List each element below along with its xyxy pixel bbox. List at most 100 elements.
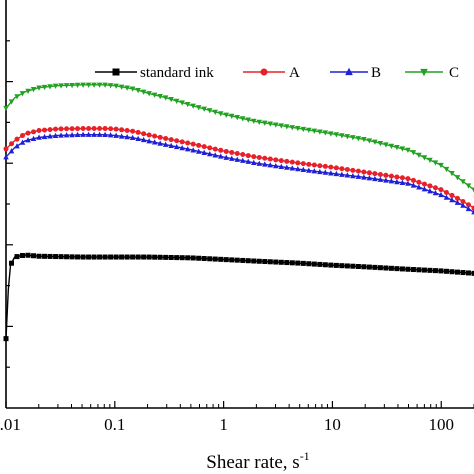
series-3 [3, 82, 474, 193]
data-point [91, 254, 97, 260]
data-point [339, 263, 345, 269]
data-point [201, 144, 207, 150]
data-point [295, 160, 301, 166]
legend-label: B [371, 65, 381, 81]
data-point [3, 146, 9, 152]
data-point [311, 162, 317, 168]
data-point [328, 262, 334, 268]
data-point [273, 162, 279, 169]
data-point [355, 263, 361, 269]
data-point [465, 270, 471, 276]
data-point [416, 267, 422, 273]
data-point [361, 174, 367, 180]
data-point [130, 254, 136, 260]
data-point [135, 129, 141, 135]
data-point [471, 187, 474, 193]
data-point [206, 108, 213, 114]
data-point [157, 93, 163, 100]
data-point [195, 148, 202, 154]
x-tick-label: 0.01 [0, 415, 21, 434]
data-point [152, 254, 158, 260]
data-point [432, 190, 439, 196]
data-point [179, 255, 185, 261]
data-point [350, 263, 356, 269]
data-point [355, 136, 362, 142]
data-point [80, 254, 86, 260]
data-point [212, 256, 218, 262]
data-point [300, 126, 307, 133]
data-point [53, 126, 59, 132]
data-point [58, 83, 64, 89]
data-point [3, 105, 9, 112]
data-point [262, 161, 268, 167]
data-point [20, 133, 26, 139]
legend-item-0: standard ink [95, 65, 214, 81]
data-point [69, 254, 75, 260]
data-point [361, 169, 367, 175]
data-point [421, 181, 427, 187]
data-point [75, 126, 81, 132]
data-point [410, 267, 416, 273]
data-point [361, 264, 367, 270]
data-point [460, 270, 466, 276]
data-point [284, 158, 290, 164]
data-point [399, 175, 405, 181]
data-point [333, 262, 339, 268]
data-point [449, 192, 455, 198]
data-point [328, 131, 334, 137]
data-point [179, 144, 185, 151]
data-point [366, 175, 373, 181]
data-point [388, 143, 395, 149]
data-point [278, 259, 284, 265]
legend-marker [112, 68, 120, 76]
data-point [344, 263, 350, 269]
data-point [119, 127, 125, 133]
data-point [394, 266, 400, 272]
data-point [344, 134, 351, 140]
data-point [405, 147, 411, 154]
data-point [14, 94, 20, 100]
data-point [256, 258, 262, 264]
data-point [256, 160, 263, 166]
data-point [124, 85, 130, 91]
data-point [471, 205, 474, 211]
data-point [96, 131, 103, 137]
data-point [102, 126, 108, 132]
data-point [151, 92, 158, 98]
data-point [80, 82, 86, 88]
data-point [317, 129, 323, 135]
data-point [217, 153, 224, 159]
data-point [267, 162, 274, 168]
data-point [184, 102, 191, 108]
legend-marker [345, 67, 353, 76]
data-point [102, 82, 108, 88]
data-point [14, 254, 20, 260]
data-point [113, 254, 119, 260]
data-point [405, 180, 411, 186]
data-point [344, 167, 350, 173]
series-line [5, 84, 474, 191]
data-point [339, 171, 345, 177]
data-point [449, 170, 455, 177]
data-point [141, 131, 147, 137]
data-point [108, 126, 114, 132]
data-point [53, 254, 59, 260]
data-point [372, 264, 378, 270]
data-point [168, 142, 174, 148]
data-point [168, 254, 174, 260]
data-point [190, 255, 196, 261]
data-point [52, 83, 59, 89]
data-point [460, 202, 466, 208]
data-point [163, 135, 169, 141]
data-point [443, 194, 450, 200]
data-point [350, 167, 356, 173]
data-point [97, 254, 103, 260]
data-point [416, 184, 422, 190]
data-point [399, 146, 406, 152]
data-point [179, 139, 185, 145]
data-point [119, 254, 125, 260]
data-point [399, 179, 406, 185]
legend-label: C [449, 65, 459, 81]
data-point [427, 267, 433, 273]
data-point [75, 254, 81, 260]
